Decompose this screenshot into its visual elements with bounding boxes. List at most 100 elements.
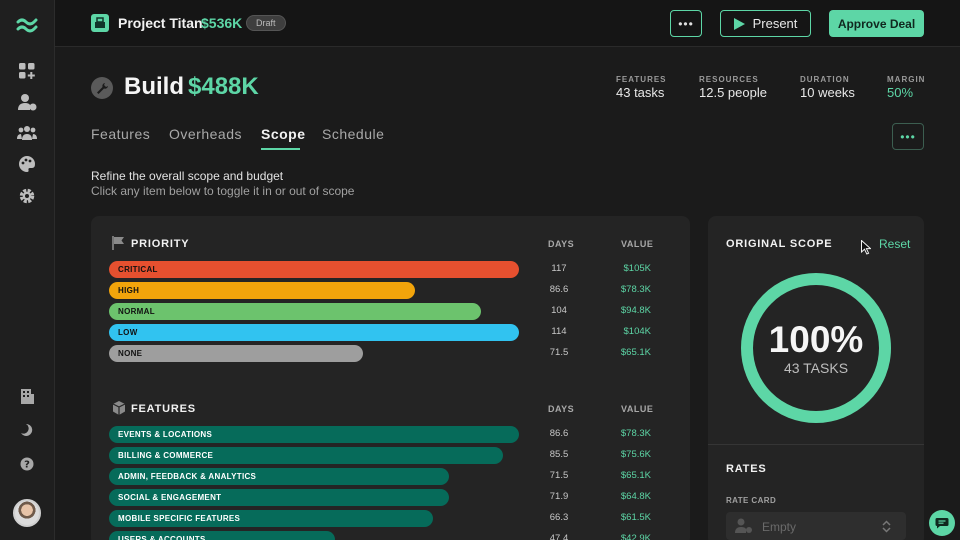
priority-row-value: $105K [623, 263, 651, 274]
priority-row-bar[interactable]: LOW [109, 324, 519, 341]
rate-card-value: Empty [762, 520, 797, 534]
stat-margin: MARGIN 50% [887, 75, 925, 100]
chevron-updown-icon [882, 520, 891, 533]
priority-row-value: $104K [623, 326, 651, 337]
stat-label: MARGIN [887, 75, 926, 84]
feature-row-bar-label: MOBILE SPECIFIC FEATURES [118, 514, 241, 523]
chat-bubble-icon[interactable] [929, 510, 955, 536]
gear-icon[interactable] [17, 186, 37, 206]
feature-row-bar[interactable]: BILLING & COMMERCE [109, 447, 503, 464]
priority-row-bar[interactable]: NORMAL [109, 303, 481, 320]
stat-label: DURATION [800, 75, 850, 84]
flag-icon [112, 236, 124, 250]
priority-title: PRIORITY [131, 238, 190, 250]
play-icon [733, 17, 745, 30]
feature-row-bar-label: BILLING & COMMERCE [118, 451, 214, 460]
logo-waves-icon[interactable] [16, 16, 38, 36]
feature-row-bar[interactable]: EVENTS & LOCATIONS [109, 426, 519, 443]
present-label: Present [752, 16, 798, 31]
scope-tasks: 43 TASKS [784, 360, 848, 376]
rates-title: RATES [726, 463, 767, 475]
priority-row-bar-label: LOW [118, 328, 138, 337]
project-icon [91, 14, 109, 32]
feature-row-bar-label: USERS & ACCOUNTS [118, 535, 206, 540]
tab-features[interactable]: Features [91, 126, 151, 142]
approve-deal-button[interactable]: Approve Deal [829, 10, 924, 37]
help-icon[interactable]: ? [17, 454, 37, 474]
feature-row-value: $42.9K [620, 533, 651, 540]
svg-text:?: ? [24, 460, 30, 471]
priority-row-bar-label: NONE [118, 349, 143, 358]
present-button[interactable]: Present [720, 10, 811, 37]
features-title: FEATURES [131, 403, 196, 415]
user-money-icon [735, 518, 752, 533]
priority-value-header: VALUE [621, 239, 654, 249]
dashboard-add-icon[interactable] [17, 61, 37, 81]
features-days-header: DAYS [548, 404, 575, 414]
tab-scope[interactable]: Scope [261, 126, 306, 142]
priority-row-bar[interactable]: HIGH [109, 282, 415, 299]
priority-days-header: DAYS [548, 239, 575, 249]
box-icon [112, 401, 126, 415]
rate-card-select[interactable]: Empty [726, 512, 906, 540]
tab-overheads[interactable]: Overheads [169, 126, 242, 142]
project-name: Project Titan [118, 15, 203, 31]
priority-row-days: 117 [551, 263, 567, 274]
feature-row-value: $64.8K [620, 491, 651, 502]
original-scope-title: ORIGINAL SCOPE [726, 238, 833, 250]
priority-row-days: 104 [551, 305, 567, 316]
stat-duration: DURATION 10 weeks [800, 75, 855, 100]
more-dots-icon: ••• [900, 129, 916, 144]
feature-row-bar[interactable]: SOCIAL & ENGAGEMENT [109, 489, 449, 506]
building-icon[interactable] [17, 386, 37, 406]
divider [708, 444, 924, 445]
priority-row-value: $94.8K [620, 305, 651, 316]
active-tab-indicator [261, 148, 300, 150]
priority-row-days: 114 [551, 326, 567, 337]
page-amount: $488K [188, 73, 259, 100]
team-icon[interactable] [17, 123, 37, 143]
sidebar: ? [0, 0, 55, 540]
feature-row-days: 86.6 [549, 428, 569, 439]
moon-icon[interactable] [17, 420, 37, 440]
feature-row-days: 47.4 [549, 533, 569, 540]
features-value-header: VALUE [621, 404, 654, 414]
feature-row-bar[interactable]: ADMIN, FEEDBACK & ANALYTICS [109, 468, 449, 485]
more-dots-icon: ••• [678, 16, 694, 31]
tab-schedule[interactable]: Schedule [322, 126, 385, 142]
stat-resources: RESOURCES 12.5 people [699, 75, 767, 100]
feature-row-days: 71.9 [549, 491, 569, 502]
stat-features: FEATURES 43 tasks [616, 75, 667, 100]
original-scope-panel: ORIGINAL SCOPE Reset 100% 43 TASKS RATES… [708, 216, 924, 540]
feature-row-days: 71.5 [549, 470, 569, 481]
feature-row-bar[interactable]: USERS & ACCOUNTS [109, 531, 335, 540]
reset-link[interactable]: Reset [879, 237, 911, 251]
feature-row-bar-label: SOCIAL & ENGAGEMENT [118, 493, 222, 502]
scope-panel: PRIORITY DAYS VALUE CRITICAL 117 $105K HIGH… [91, 216, 690, 540]
feature-row-value: $65.1K [620, 470, 651, 481]
priority-row-days: 71.5 [549, 347, 569, 358]
priority-row-bar-label: HIGH [118, 286, 140, 295]
tab-more-options-button[interactable]: ••• [892, 123, 924, 150]
more-options-button[interactable]: ••• [670, 10, 702, 37]
instruction-heading: Refine the overall scope and budget [91, 169, 284, 183]
user-money-icon[interactable] [17, 92, 37, 112]
priority-row-bar[interactable]: NONE [109, 345, 363, 362]
palette-icon[interactable] [17, 154, 37, 174]
feature-row-bar-label: EVENTS & LOCATIONS [118, 430, 213, 439]
rate-card-label: RATE CARD [726, 496, 777, 505]
page-title: Build [124, 73, 184, 100]
priority-row-bar-label: NORMAL [118, 307, 155, 316]
feature-row-value: $78.3K [620, 428, 651, 439]
project-amount: $536K [201, 15, 243, 31]
feature-row-days: 85.5 [549, 449, 569, 460]
wrench-icon [91, 77, 113, 99]
avatar[interactable] [13, 499, 41, 527]
priority-row-value: $65.1K [620, 347, 651, 358]
priority-row-bar[interactable]: CRITICAL [109, 261, 519, 278]
stat-label: FEATURES [616, 75, 667, 84]
scope-percent: 100% [769, 319, 864, 360]
top-bar: Project Titan $536K Draft ••• Present Ap… [55, 0, 960, 47]
feature-row-bar[interactable]: MOBILE SPECIFIC FEATURES [109, 510, 433, 527]
status-badge: Draft [246, 15, 286, 31]
